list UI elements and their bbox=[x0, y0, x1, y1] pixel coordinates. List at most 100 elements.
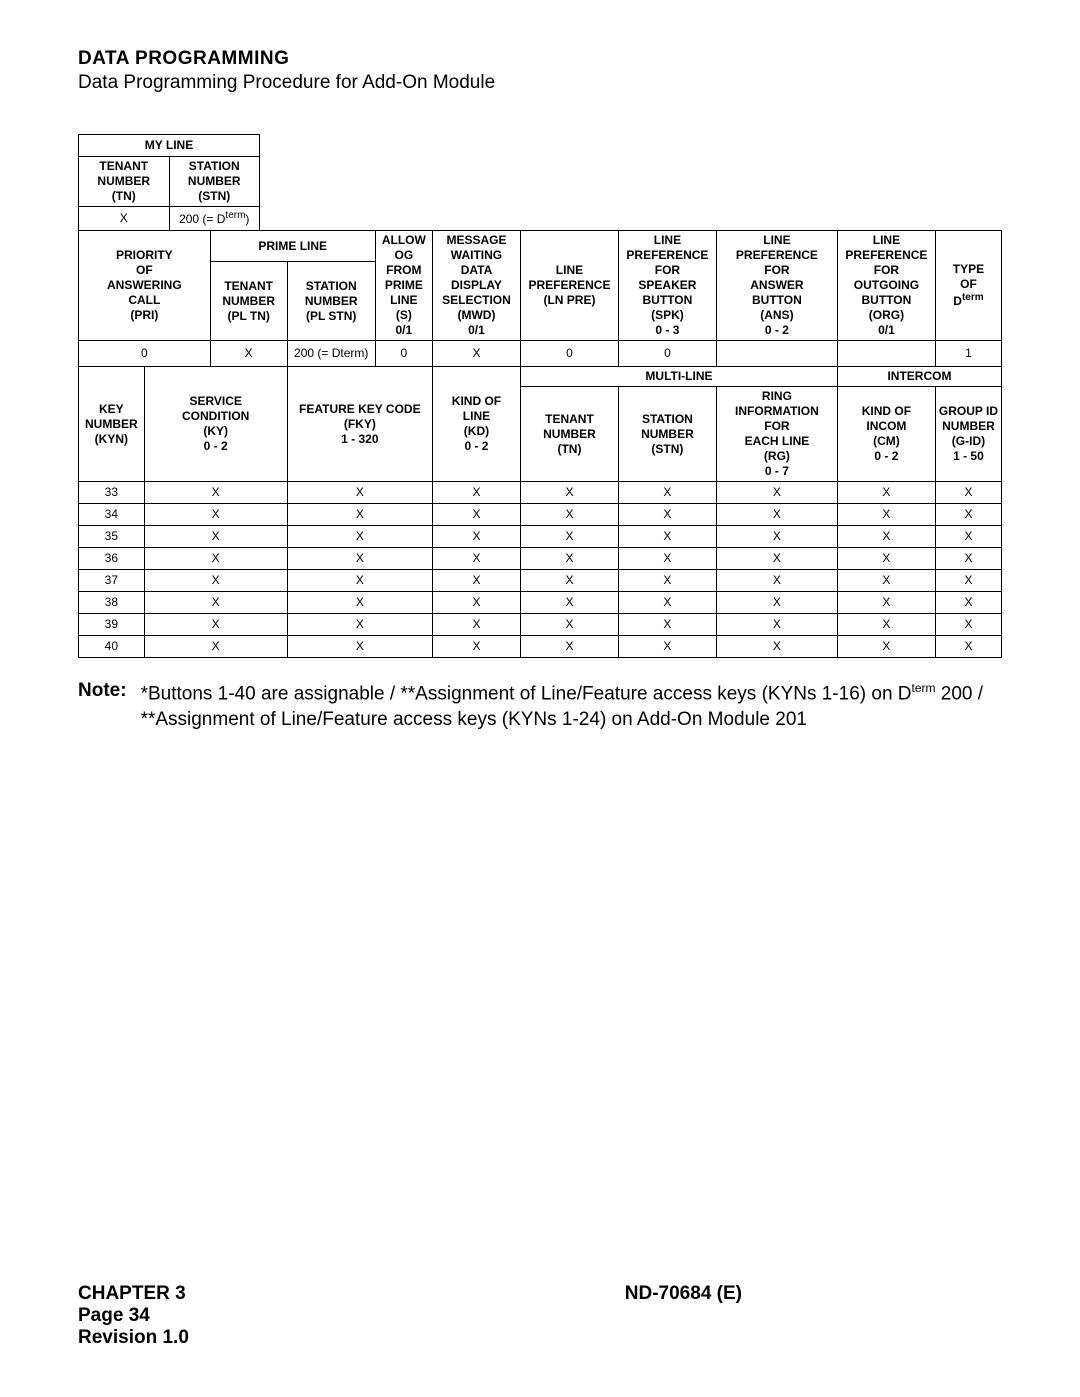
cell: X bbox=[432, 548, 520, 570]
note-label: Note: bbox=[78, 680, 127, 733]
hdr2-fky: FEATURE KEY CODE (FKY) 1 - 320 bbox=[287, 367, 432, 482]
cell: X bbox=[837, 526, 935, 548]
cell: X bbox=[716, 482, 837, 504]
cell: X bbox=[837, 592, 935, 614]
hdr-prime-line: PRIME LINE bbox=[210, 231, 375, 262]
note-line1-sup: term bbox=[912, 681, 936, 695]
cell: X bbox=[837, 548, 935, 570]
d1-pl-tn: X bbox=[210, 341, 287, 367]
footer-chapter: CHAPTER 3 bbox=[78, 1283, 189, 1305]
cell: X bbox=[837, 482, 935, 504]
my-line-header: MY LINE bbox=[79, 135, 260, 157]
cell: X bbox=[287, 614, 432, 636]
cell: X bbox=[432, 504, 520, 526]
cell: X bbox=[287, 526, 432, 548]
cell: 35 bbox=[79, 526, 145, 548]
title-block: DATA PROGRAMMING Data Programming Proced… bbox=[78, 48, 1002, 94]
cell: X bbox=[618, 570, 716, 592]
stn-label: STATION NUMBER (STN) bbox=[169, 157, 260, 207]
cell: 36 bbox=[79, 548, 145, 570]
hdr-pl-stn: STATION NUMBER (PL STN) bbox=[287, 262, 375, 341]
note-line1a: *Buttons 1-40 are assignable / **Assignm… bbox=[141, 683, 912, 704]
footer-docid: ND-70684 (E) bbox=[625, 1283, 742, 1305]
table-row: 33XXXXXXXX bbox=[79, 482, 1002, 504]
section-subtitle: Data Programming Procedure for Add-On Mo… bbox=[78, 72, 1002, 94]
cell: X bbox=[520, 548, 618, 570]
cell: X bbox=[432, 636, 520, 658]
cell: X bbox=[287, 482, 432, 504]
d1-pl-stn: 200 (= Dterm) bbox=[287, 341, 375, 367]
tn-label: TENANT NUMBER (TN) bbox=[79, 157, 170, 207]
cell: X bbox=[144, 504, 287, 526]
footer-page: Page 34 bbox=[78, 1305, 189, 1327]
cell: X bbox=[520, 526, 618, 548]
table-row: 35XXXXXXXX bbox=[79, 526, 1002, 548]
table-row: 37XXXXXXXX bbox=[79, 570, 1002, 592]
cell: X bbox=[287, 592, 432, 614]
cell: X bbox=[287, 570, 432, 592]
cell: X bbox=[618, 482, 716, 504]
d1-ans bbox=[716, 341, 837, 367]
cell: X bbox=[287, 504, 432, 526]
cell: 37 bbox=[79, 570, 145, 592]
table-row: 36XXXXXXXX bbox=[79, 548, 1002, 570]
note-line2: **Assignment of Line/Feature access keys… bbox=[141, 709, 807, 730]
cell: X bbox=[144, 636, 287, 658]
cell: X bbox=[432, 526, 520, 548]
cell: X bbox=[837, 614, 935, 636]
cell: X bbox=[432, 482, 520, 504]
d1-mwd: X bbox=[432, 341, 520, 367]
cell: 39 bbox=[79, 614, 145, 636]
hdr-spk: LINE PREFERENCE FOR SPEAKER BUTTON (SPK)… bbox=[618, 231, 716, 341]
hdr2-cm: KIND OF INCOM (CM) 0 - 2 bbox=[837, 387, 935, 482]
cell: X bbox=[618, 592, 716, 614]
cell: X bbox=[520, 614, 618, 636]
cell: X bbox=[432, 570, 520, 592]
cell: X bbox=[520, 636, 618, 658]
hdr2-ky: SERVICE CONDITION (KY) 0 - 2 bbox=[144, 367, 287, 482]
table-row: 34XXXXXXXX bbox=[79, 504, 1002, 526]
cell: X bbox=[935, 636, 1001, 658]
cell: X bbox=[520, 592, 618, 614]
d1-spk: 0 bbox=[618, 341, 716, 367]
page-footer: CHAPTER 3 Page 34 Revision 1.0 ND-70684 … bbox=[78, 1283, 1002, 1349]
hdr2-multiline: MULTI-LINE bbox=[520, 367, 837, 387]
cell: X bbox=[935, 570, 1001, 592]
cell: X bbox=[935, 504, 1001, 526]
cell: X bbox=[716, 548, 837, 570]
hdr-allow-og: ALLOW OG FROM PRIME LINE (S) 0/1 bbox=[375, 231, 432, 341]
cell: X bbox=[837, 636, 935, 658]
hdr2-intercom: INTERCOM bbox=[837, 367, 1001, 387]
cell: X bbox=[618, 614, 716, 636]
cell: X bbox=[716, 526, 837, 548]
stn-value: 200 (= Dterm) bbox=[169, 207, 260, 231]
d1-s: 0 bbox=[375, 341, 432, 367]
cell: X bbox=[716, 570, 837, 592]
cell: X bbox=[935, 548, 1001, 570]
cell: X bbox=[935, 526, 1001, 548]
hdr2-kd: KIND OF LINE (KD) 0 - 2 bbox=[432, 367, 520, 482]
cell: X bbox=[716, 636, 837, 658]
cell: X bbox=[716, 614, 837, 636]
cell: X bbox=[520, 482, 618, 504]
cell: X bbox=[144, 592, 287, 614]
tn-value: X bbox=[79, 207, 170, 231]
cell: X bbox=[935, 592, 1001, 614]
hdr-mwd: MESSAGE WAITING DATA DISPLAY SELECTION (… bbox=[432, 231, 520, 341]
hdr-ans: LINE PREFERENCE FOR ANSWER BUTTON (ANS) … bbox=[716, 231, 837, 341]
d1-type: 1 bbox=[935, 341, 1001, 367]
cell: X bbox=[520, 570, 618, 592]
cell: X bbox=[432, 614, 520, 636]
cell: X bbox=[144, 548, 287, 570]
hdr-type: TYPEOFDterm bbox=[935, 231, 1001, 341]
note-line1b: 200 / bbox=[936, 683, 984, 704]
table-row: 40XXXXXXXX bbox=[79, 636, 1002, 658]
cell: X bbox=[144, 526, 287, 548]
d1-ln-pre: 0 bbox=[520, 341, 618, 367]
cell: X bbox=[144, 482, 287, 504]
section-title: DATA PROGRAMMING bbox=[78, 48, 1002, 70]
cell: X bbox=[287, 548, 432, 570]
cell: X bbox=[144, 570, 287, 592]
hdr2-stn: STATION NUMBER (STN) bbox=[618, 387, 716, 482]
d1-pri: 0 bbox=[79, 341, 211, 367]
